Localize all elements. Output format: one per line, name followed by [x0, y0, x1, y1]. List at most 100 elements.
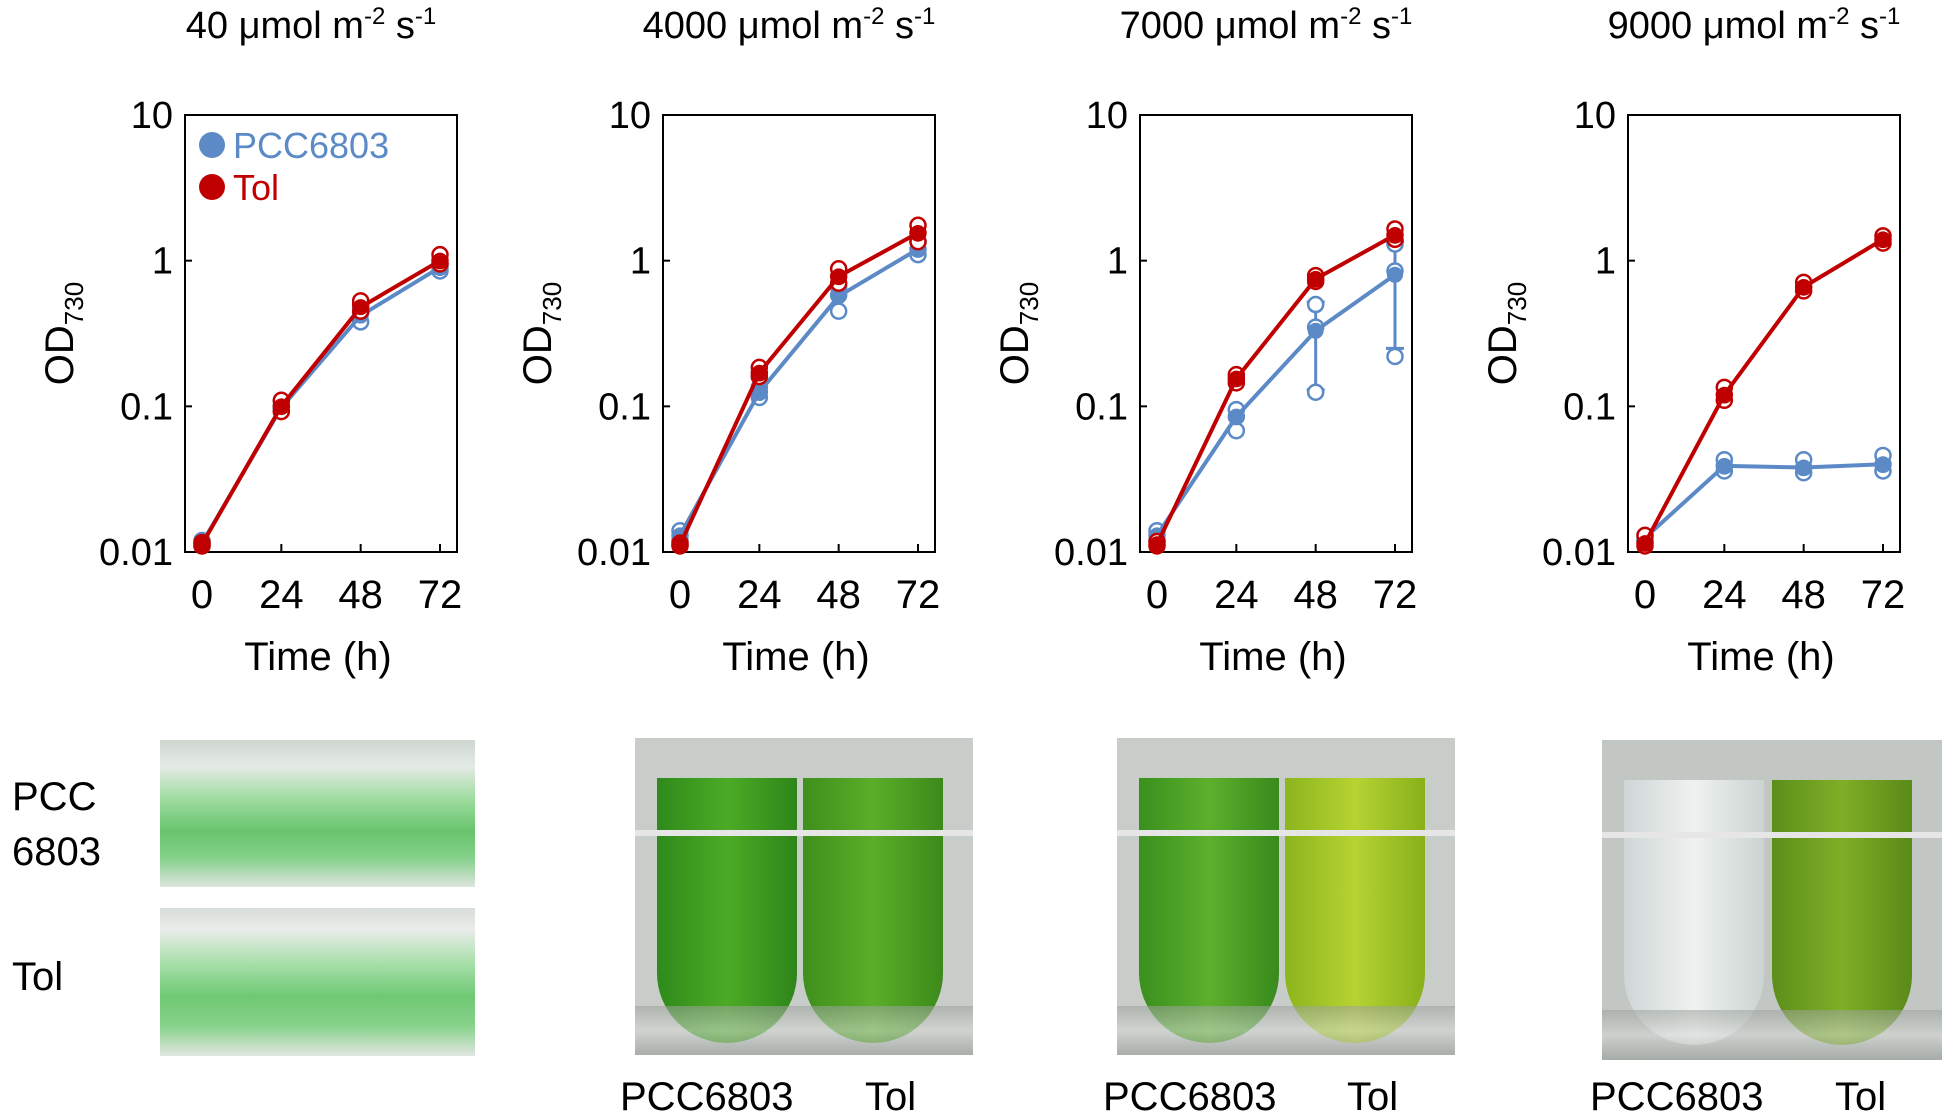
x-tick-label: 24	[259, 573, 304, 617]
tube-pcc6803	[1624, 780, 1764, 1045]
x-tick-label: 48	[1293, 573, 1338, 617]
panel-title-part: 7000 μmol m	[1120, 5, 1340, 47]
y-axis-label-sub: 730	[1502, 282, 1532, 325]
y-tick-label: 0.01	[577, 532, 651, 574]
tube-photo-9000	[1602, 740, 1942, 1060]
data-point	[1387, 227, 1403, 244]
rack-bar	[635, 830, 973, 836]
panel-title-part: 40 μmol m	[186, 5, 364, 47]
x-axis-label: Time (h)	[1687, 635, 1834, 679]
data-point	[1795, 278, 1812, 295]
y-tick-label: 1	[1107, 241, 1128, 283]
panel-title-part: -2	[1340, 3, 1361, 30]
y-tick-label: 0.1	[120, 386, 173, 428]
replicate-point	[1306, 383, 1325, 401]
y-tick-label: 10	[1574, 95, 1616, 137]
photo-label-pcc: PCC	[12, 775, 97, 819]
photo-label-tol: Tol	[12, 955, 64, 999]
y-axis-label-sub: 730	[537, 282, 567, 325]
x-axis-label: Time (h)	[244, 635, 391, 679]
y-axis-label-sub: 730	[1014, 282, 1044, 325]
tube-label-tol: Tol	[1835, 1075, 1887, 1119]
rack-base	[1117, 1006, 1455, 1055]
panel-title: 9000 μmol m-2 s-1	[1608, 3, 1901, 47]
rack-bar	[1602, 832, 1942, 838]
tube-label-tol: Tol	[1347, 1075, 1399, 1119]
y-tick-label: 0.01	[1542, 532, 1616, 574]
series-line	[1643, 462, 1884, 540]
plot-frame	[184, 114, 458, 553]
panel-title-part: 9000 μmol m	[1608, 5, 1828, 47]
data-point	[1307, 322, 1324, 339]
x-tick-label: 72	[1373, 573, 1418, 617]
x-tick-label: 24	[1702, 573, 1747, 617]
y-tick-label: 10	[609, 95, 651, 137]
data-point	[910, 224, 926, 241]
panel-title-part: -1	[1879, 3, 1900, 30]
legend-marker	[199, 174, 225, 200]
series-line	[1155, 273, 1397, 537]
data-point	[1149, 536, 1165, 553]
series-line	[200, 265, 442, 545]
data-point	[1716, 386, 1733, 403]
x-tick-label: 48	[1781, 573, 1826, 617]
data-point	[1387, 266, 1403, 283]
y-axis-label-main: OD	[993, 325, 1037, 385]
data-point	[1875, 231, 1891, 248]
data-point	[672, 536, 688, 553]
panel-title: 40 μmol m-2 s-1	[186, 3, 436, 47]
replicate-point	[1306, 295, 1325, 314]
y-axis-label: OD730	[38, 282, 89, 385]
panel-title-part: s	[884, 5, 914, 47]
rack-bar	[1117, 830, 1455, 836]
tube-photo-7000	[1117, 738, 1455, 1055]
photo-label-6803: 6803	[12, 830, 101, 874]
panel-title-part: -2	[364, 3, 385, 30]
legend-marker	[199, 132, 225, 158]
panel-title-part: 4000 μmol m	[643, 5, 863, 47]
panel-title-part: -1	[914, 3, 935, 30]
series-line	[1643, 237, 1885, 545]
y-tick-label: 0.1	[598, 386, 651, 428]
y-tick-label: 0.01	[1054, 532, 1128, 574]
y-axis-label-main: OD	[516, 325, 560, 385]
y-tick-label: 1	[152, 241, 173, 283]
y-tick-label: 10	[1086, 95, 1128, 137]
rack-base	[1602, 1010, 1942, 1060]
y-tick-label: 0.1	[1563, 386, 1616, 428]
data-point	[751, 364, 768, 381]
panel-title-part: -2	[863, 3, 884, 30]
x-tick-label: 72	[418, 573, 463, 617]
data-point	[194, 536, 210, 553]
data-point	[432, 252, 448, 269]
x-axis-label: Time (h)	[722, 635, 869, 679]
tube-label-pcc6803: PCC6803	[1103, 1075, 1277, 1119]
x-tick-label: 72	[896, 573, 941, 617]
series-line	[678, 231, 919, 546]
tube-label-pcc6803: PCC6803	[620, 1075, 794, 1119]
y-axis-label: OD730	[1481, 282, 1532, 385]
tube-tol	[1772, 780, 1912, 1045]
plot-frame	[1139, 114, 1413, 553]
plot-frame	[1627, 114, 1901, 553]
x-tick-label: 48	[816, 573, 861, 617]
tube-label-pcc6803: PCC6803	[1590, 1075, 1764, 1119]
data-point	[830, 268, 847, 285]
series-line	[678, 247, 920, 537]
replicate-point	[1386, 347, 1404, 366]
y-tick-label: 1	[1595, 241, 1616, 283]
series-line	[1155, 233, 1396, 546]
y-axis-label: OD730	[516, 282, 567, 385]
panel-title-part: s	[1361, 5, 1391, 47]
data-point	[1875, 456, 1891, 473]
x-axis-label: Time (h)	[1199, 635, 1346, 679]
panel-title-part: s	[1849, 5, 1879, 47]
data-point	[352, 299, 369, 316]
y-axis-label-main: OD	[38, 325, 82, 385]
tube-tol	[803, 778, 943, 1043]
data-point	[1637, 535, 1653, 552]
data-point	[1228, 408, 1245, 425]
tube-photo-4000	[635, 738, 973, 1055]
